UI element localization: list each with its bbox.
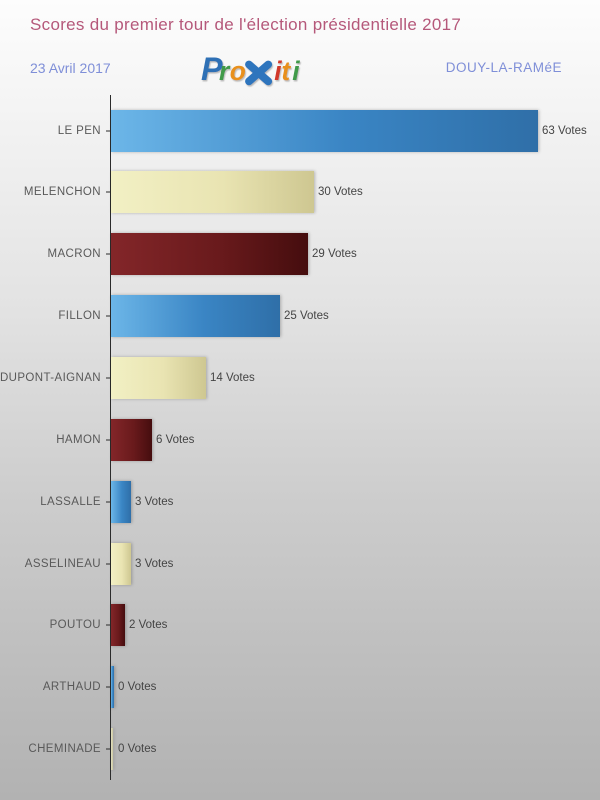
svg-text:t: t — [281, 56, 291, 86]
svg-text:i: i — [292, 56, 300, 86]
svg-text:o: o — [230, 56, 246, 86]
